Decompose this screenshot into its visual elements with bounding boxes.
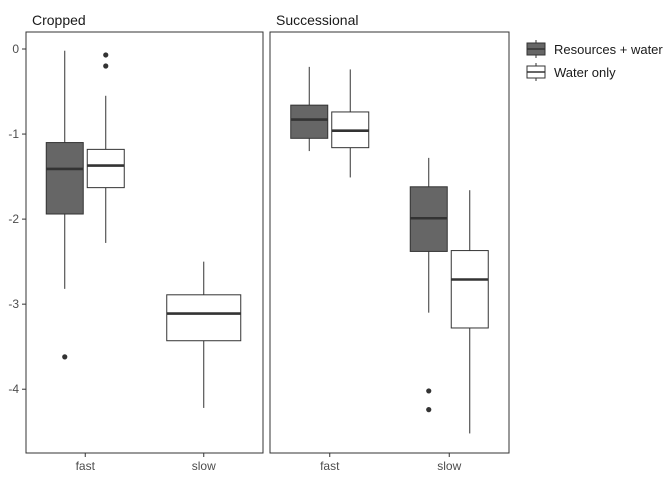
box-fast-resources-water	[290, 66, 329, 152]
outlier-point	[62, 354, 68, 360]
legend-label: Water only	[554, 65, 616, 80]
iqr-box	[450, 250, 489, 329]
panels-layer: Cropped fast slow 0 -1 -2 -3 -4 Successional fast…	[8, 12, 510, 473]
legend-entry: Water only	[526, 63, 616, 81]
outlier-point	[426, 388, 432, 394]
outlier-point	[103, 63, 109, 69]
iqr-box	[45, 142, 84, 215]
panel-border	[25, 31, 264, 454]
x-tick-label: slow	[437, 459, 461, 473]
box-fast-water-only	[86, 52, 125, 243]
y-tick-label: -2	[8, 212, 19, 226]
y-tick-label: 0	[12, 42, 19, 56]
panel-successional: Successional fast slow	[269, 12, 510, 473]
box-slow-water-only	[166, 261, 242, 408]
panel-title: Cropped	[32, 12, 86, 28]
box-fast-water-only	[331, 69, 370, 178]
box-fast-resources-water	[45, 50, 84, 360]
outlier-point	[426, 407, 432, 413]
x-tick-label: fast	[320, 459, 340, 473]
legend: Resources + water Water only	[526, 40, 663, 81]
y-tick-label: -3	[8, 297, 19, 311]
panel-cropped: Cropped fast slow 0 -1 -2 -3 -4	[8, 12, 264, 473]
iqr-box	[290, 104, 329, 139]
x-tick-label: slow	[192, 459, 216, 473]
panel-border	[269, 31, 510, 454]
iqr-box	[166, 294, 242, 342]
legend-label: Resources + water	[554, 42, 663, 57]
iqr-box	[86, 148, 125, 189]
box-slow-resources-water	[409, 157, 448, 413]
y-tick-label: -4	[8, 382, 19, 396]
box-slow-water-only	[450, 190, 489, 434]
panel-title: Successional	[276, 12, 359, 28]
outlier-point	[103, 52, 109, 58]
y-tick-label: -1	[8, 127, 19, 141]
x-tick-label: fast	[76, 459, 96, 473]
legend-entry: Resources + water	[526, 40, 663, 58]
